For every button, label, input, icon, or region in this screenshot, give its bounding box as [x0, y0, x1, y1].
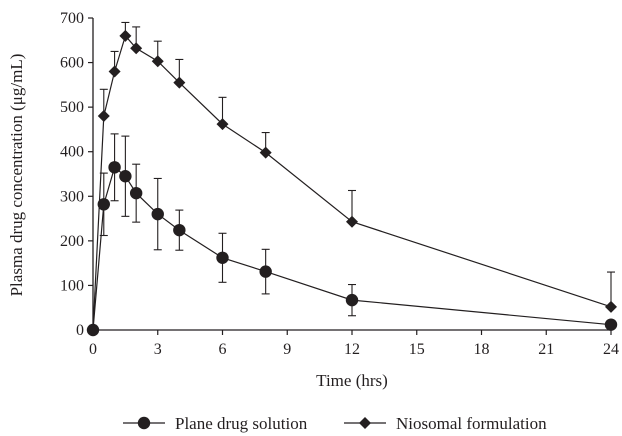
data-point-circle: [604, 318, 618, 331]
legend: Plane drug solution Niosomal formulation: [123, 414, 547, 433]
data-point-circle: [119, 170, 132, 183]
data-point-diamond: [605, 300, 617, 313]
x-ticks: 0 3 6 9 12 15 18 21 24: [89, 330, 619, 358]
data-point-diamond: [216, 118, 229, 131]
legend-label-2: Niosomal formulation: [396, 414, 547, 433]
y-axis-title: Plasma drug concentration (μg/mL): [7, 54, 26, 297]
y-tick-label: 500: [60, 99, 84, 116]
legend-label-1: Plane drug solution: [175, 414, 308, 433]
data-point-circle: [259, 265, 272, 278]
data-point-circle: [108, 161, 121, 174]
x-tick-label: 3: [154, 341, 162, 358]
data-point-circle: [129, 186, 143, 200]
data-point-diamond: [259, 146, 272, 159]
x-tick-label: 24: [603, 341, 619, 358]
legend-item-series-2: Niosomal formulation: [344, 414, 547, 433]
x-tick-label: 6: [219, 341, 227, 358]
series-1: [86, 133, 618, 337]
data-point-circle: [151, 207, 164, 221]
data-point-diamond: [173, 76, 186, 89]
x-tick-label: 9: [283, 341, 291, 358]
data-point-circle: [345, 293, 359, 307]
x-axis-title: Time (hrs): [316, 371, 388, 390]
x-tick-label: 15: [409, 341, 425, 358]
data-point-circle: [173, 223, 186, 237]
data-point-circle: [97, 198, 110, 211]
data-point-diamond: [97, 110, 110, 123]
x-tick-label: 21: [538, 341, 554, 358]
data-point-diamond: [119, 29, 132, 42]
x-tick-label: 18: [474, 341, 490, 358]
y-tick-label: 600: [60, 55, 84, 72]
data-point-circle: [216, 251, 229, 264]
data-point-diamond: [130, 42, 143, 55]
y-tick-label: 300: [60, 188, 84, 205]
data-point-diamond: [346, 215, 358, 228]
legend-marker-circle: [137, 416, 151, 430]
y-tick-label: 700: [60, 10, 84, 27]
x-tick-label: 12: [344, 341, 360, 358]
y-ticks: 0 100 200 300 400 500 600 700: [60, 10, 93, 339]
y-tick-label: 200: [60, 233, 84, 250]
legend-item-series-1: Plane drug solution: [123, 414, 308, 433]
data-point-diamond: [151, 55, 164, 68]
series-2: [87, 21, 617, 336]
legend-marker-diamond: [359, 417, 371, 429]
data-point-diamond: [108, 65, 121, 78]
y-tick-label: 400: [60, 144, 84, 161]
series-layer: [86, 21, 618, 337]
data-point-diamond: [87, 324, 99, 336]
y-tick-label: 0: [76, 322, 84, 339]
plot-area: 0 100 200 300 400 500 600 700 0 3 6 9 12 15 18 21 24: [60, 10, 619, 358]
y-tick-label: 100: [60, 277, 84, 294]
x-tick-label: 0: [89, 341, 97, 358]
